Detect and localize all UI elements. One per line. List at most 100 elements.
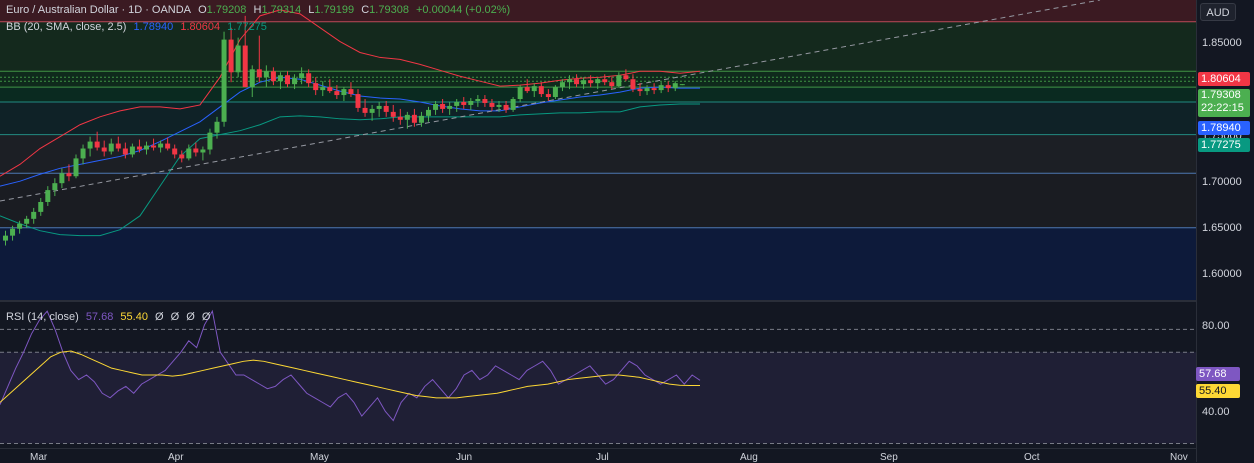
- price-chart[interactable]: [0, 0, 1196, 300]
- candle: [376, 101, 382, 117]
- candle: [87, 136, 93, 157]
- candle-body: [433, 103, 439, 110]
- rsi-label: RSI (14, close): [6, 311, 79, 323]
- pane-divider[interactable]: [0, 300, 1254, 302]
- candle-body: [228, 39, 234, 73]
- candle: [602, 74, 608, 86]
- candle: [221, 31, 227, 127]
- ohlc-change: +0.00044 (+0.02%): [416, 4, 511, 16]
- candle: [292, 74, 298, 90]
- candle-body: [66, 173, 72, 177]
- candle-body: [538, 86, 544, 95]
- candle: [228, 27, 234, 83]
- candle-body: [306, 73, 312, 84]
- candle: [73, 154, 79, 179]
- candle: [136, 139, 142, 153]
- candle-body: [31, 211, 37, 219]
- ohlc-close: 1.79308: [369, 4, 409, 16]
- candle: [426, 106, 431, 122]
- candle-body: [122, 148, 128, 155]
- candle-body: [59, 173, 65, 184]
- bb-basis-value: 1.78940: [133, 21, 174, 33]
- candle-body: [80, 148, 86, 159]
- candle: [447, 101, 453, 115]
- rsi-extra-3: Ø: [201, 311, 211, 323]
- candle-body: [552, 87, 558, 98]
- candle: [80, 144, 86, 165]
- candle-body: [672, 83, 678, 89]
- candle: [270, 67, 276, 86]
- candle-body: [10, 228, 16, 236]
- candle: [306, 69, 312, 88]
- candle-body: [545, 94, 551, 98]
- candle-body: [158, 143, 164, 148]
- candle-body: [383, 105, 389, 112]
- candle: [193, 142, 199, 157]
- candle: [66, 164, 72, 182]
- candle: [299, 67, 305, 85]
- candle: [418, 111, 424, 127]
- candle-body: [94, 141, 100, 148]
- candle: [151, 138, 157, 151]
- symbol-interval: 1D: [128, 4, 143, 16]
- candle-body: [404, 114, 410, 120]
- candle: [59, 168, 65, 189]
- candle-body: [256, 69, 262, 78]
- candle: [524, 79, 530, 94]
- candle-body: [52, 183, 58, 191]
- rsi-ma-badge: 55.40: [1196, 384, 1240, 398]
- candle-body: [616, 75, 622, 87]
- candle-body: [3, 235, 8, 241]
- time-label: Oct: [1024, 452, 1040, 463]
- bb-legend[interactable]: BB (20, SMA, close, 2.5) 1.78940 1.80604…: [6, 20, 271, 34]
- candle-body: [390, 111, 396, 117]
- candle-body: [531, 86, 537, 92]
- candle-body: [644, 88, 650, 92]
- bb-lower-value: 1.77275: [227, 21, 267, 33]
- candle-body: [418, 115, 424, 123]
- time-axis[interactable]: [0, 448, 1196, 462]
- candle-body: [524, 87, 530, 92]
- candle: [538, 82, 544, 98]
- price-zone: [0, 173, 1196, 228]
- rsi-chart[interactable]: [0, 302, 1196, 448]
- candle-body: [637, 89, 643, 92]
- ohlc-open: 1.79208: [206, 4, 247, 16]
- candle: [468, 98, 474, 110]
- rsi-tick: 80.00: [1202, 320, 1230, 332]
- candle-body: [263, 71, 269, 78]
- candle: [482, 95, 488, 107]
- candle-body: [172, 148, 178, 155]
- candle-body: [87, 141, 93, 149]
- candle-body: [73, 158, 79, 177]
- candle: [313, 77, 319, 96]
- price-tick: 1.85000: [1202, 37, 1242, 49]
- rsi-legend[interactable]: RSI (14, close) 57.68 55.40 Ø Ø Ø Ø: [6, 310, 214, 324]
- candle: [172, 144, 178, 159]
- candle: [45, 186, 51, 206]
- candle: [665, 81, 671, 93]
- candle-body: [440, 103, 446, 109]
- candle: [94, 131, 100, 151]
- candle-body: [581, 80, 587, 85]
- candle-body: [376, 105, 382, 109]
- candle: [285, 71, 290, 88]
- rsi-band-fill: [0, 352, 1196, 444]
- candle: [595, 77, 601, 90]
- candle: [101, 140, 107, 157]
- time-label: Jun: [456, 452, 473, 463]
- price-zone: [0, 227, 1196, 300]
- rsi-extra-0: Ø: [155, 311, 164, 323]
- symbol-name[interactable]: Euro / Australian Dollar: [6, 4, 119, 16]
- candle: [129, 143, 135, 158]
- candle-body: [200, 149, 206, 153]
- candle: [10, 225, 16, 241]
- candle: [440, 99, 446, 113]
- candle-body: [221, 39, 227, 122]
- currency-button[interactable]: AUD: [1200, 3, 1236, 21]
- time-label: Aug: [740, 452, 758, 463]
- candle-body: [609, 82, 615, 87]
- price-zone: [0, 21, 1196, 72]
- candle-body: [447, 105, 453, 109]
- last-price-badge: 1.79308 22:22:15: [1198, 89, 1250, 117]
